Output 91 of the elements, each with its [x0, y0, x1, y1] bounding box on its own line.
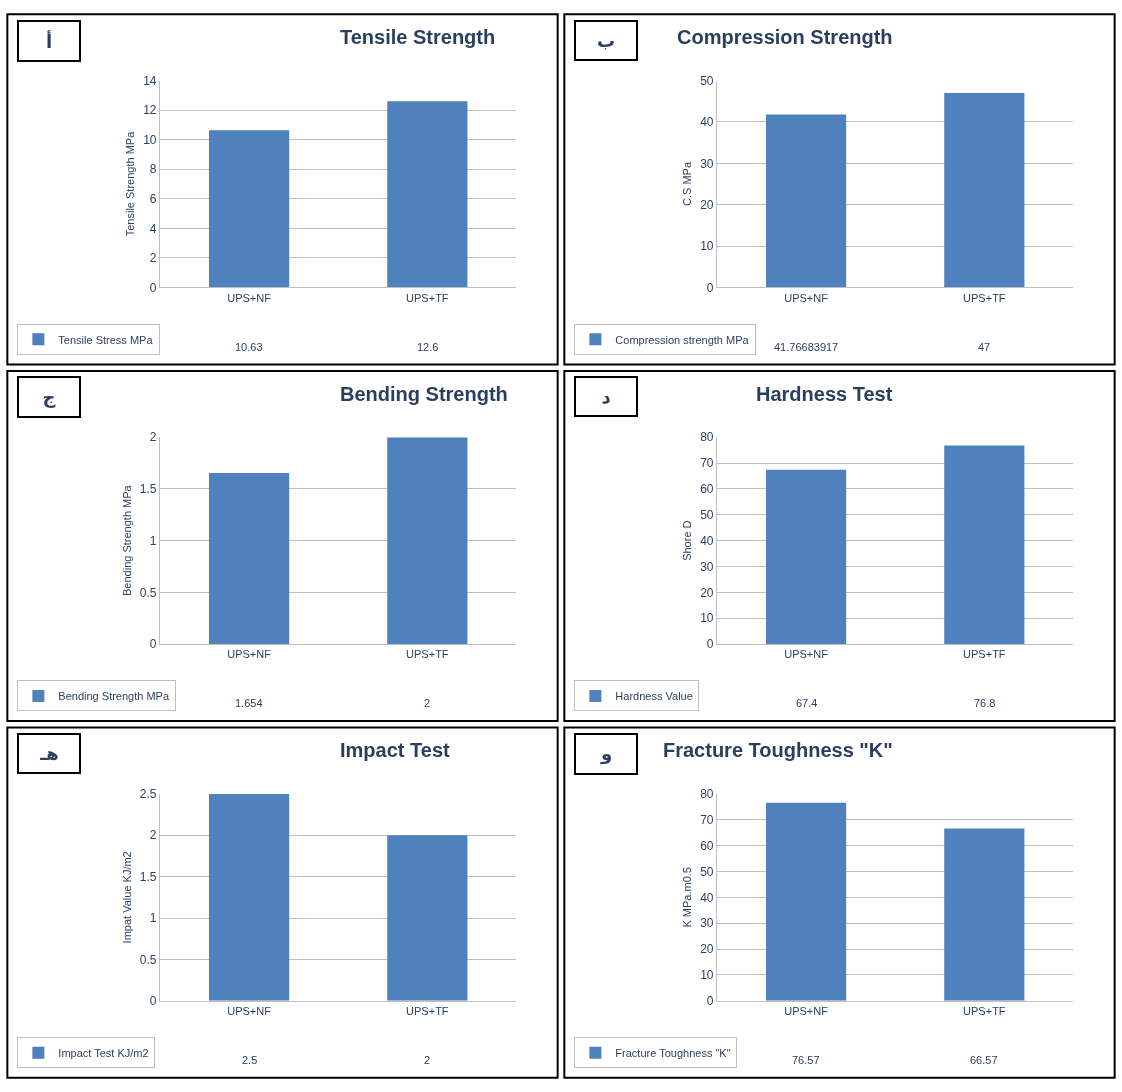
y-axis-title: C.S MPa	[680, 161, 693, 206]
y-tick-label: 0	[149, 280, 157, 295]
x-tick-label: UPS+TF	[963, 1004, 1006, 1017]
text: د	[601, 386, 611, 407]
y-tick-label: 80	[700, 430, 714, 445]
data-label: 76.57	[792, 1054, 820, 1066]
x-tick-label: UPS+TF	[963, 291, 1006, 304]
x-tick-label: UPS+TF	[406, 1004, 449, 1017]
y-tick-label: 1.5	[139, 482, 157, 497]
y-tick-label: 12	[143, 103, 157, 118]
data-label: 2	[424, 697, 431, 709]
y-tick-label: 0	[149, 637, 157, 652]
data-label: 10.63	[235, 341, 263, 353]
y-tick-label: 0	[706, 993, 714, 1008]
y-tick-label: 30	[700, 156, 714, 171]
y-tick-label: 1.5	[139, 869, 157, 884]
y-tick-label: 0.5	[139, 585, 157, 600]
data-label: 12.6	[417, 341, 439, 353]
y-tick-label: 10	[143, 132, 157, 147]
y-tick-label: 30	[700, 559, 714, 574]
data-label: 67.4	[796, 697, 818, 709]
y-tick-label: 8	[149, 162, 157, 177]
chart-title: Hardness Test	[756, 383, 893, 405]
y-axis-title: Bending Strength MPa	[120, 484, 133, 596]
data-label: 2.5	[242, 1054, 258, 1066]
y-tick-label: 0	[706, 280, 714, 295]
chart-title: Bending Strength	[340, 383, 508, 405]
text: ب	[596, 30, 616, 51]
y-tick-label: 2	[149, 251, 157, 266]
chart-title: Fracture Toughness "K"	[663, 739, 893, 761]
y-tick-label: 0	[149, 993, 157, 1008]
y-tick-label: 2	[149, 430, 157, 445]
data-label: 2	[424, 1054, 431, 1066]
y-tick-label: 70	[700, 456, 714, 471]
legend-label: Tensile Stress MPa	[58, 333, 154, 346]
legend-label: Hardness Value	[615, 690, 693, 703]
x-tick-label: UPS+NF	[227, 291, 272, 304]
x-tick-label: UPS+NF	[784, 291, 829, 304]
data-label: 66.57	[970, 1054, 998, 1066]
y-tick-label: 2.5	[139, 787, 157, 802]
y-tick-label: 6	[149, 191, 157, 206]
y-tick-label: 0.5	[139, 952, 157, 967]
x-tick-label: UPS+NF	[227, 1004, 272, 1017]
y-tick-label: 10	[700, 611, 714, 626]
y-axis-title: Tensile Strength MPa	[123, 130, 136, 237]
x-tick-label: UPS+TF	[406, 291, 449, 304]
y-tick-label: 50	[700, 864, 714, 879]
x-tick-label: UPS+TF	[963, 648, 1006, 661]
y-tick-label: 50	[700, 73, 714, 88]
y-tick-label: 1	[149, 911, 157, 926]
y-tick-label: 80	[700, 787, 714, 802]
y-tick-label: 14	[143, 73, 157, 88]
y-tick-label: 30	[700, 916, 714, 931]
y-axis-title: K MPa.m0.5	[680, 867, 693, 928]
text: ج	[42, 386, 56, 408]
x-tick-label: UPS+NF	[227, 648, 272, 661]
y-tick-label: 10	[700, 239, 714, 254]
legend-label: Compression strength MPa	[615, 333, 750, 346]
y-tick-label: 60	[700, 838, 714, 853]
y-axis-title: Impat Value KJ/m2	[120, 851, 133, 944]
x-tick-label: UPS+NF	[784, 648, 829, 661]
chart-title: Impact Test	[340, 739, 450, 761]
y-tick-label: 40	[700, 115, 714, 130]
y-tick-label: 2	[149, 828, 157, 843]
y-tick-label: 20	[700, 942, 714, 957]
y-tick-label: 20	[700, 585, 714, 600]
y-tick-label: 40	[700, 890, 714, 905]
legend-label: Impact Test KJ/m2	[58, 1046, 149, 1059]
data-label: 41.76683917	[774, 341, 839, 353]
y-tick-label: 20	[700, 197, 714, 212]
y-tick-label: 60	[700, 482, 714, 497]
y-axis-title: Shore D	[680, 520, 693, 561]
x-tick-label: UPS+TF	[406, 648, 449, 661]
y-tick-label: 70	[700, 812, 714, 827]
y-tick-label: 40	[700, 533, 714, 548]
data-label: 1.654	[235, 697, 263, 709]
data-label: 76.8	[974, 697, 996, 709]
y-tick-label: 50	[700, 508, 714, 522]
text: و	[599, 743, 613, 765]
y-tick-label: 10	[700, 968, 714, 983]
chart-title: Compression Strength	[677, 26, 893, 48]
y-tick-label: 1	[149, 533, 157, 548]
legend-label: Fracture Toughness "K"	[615, 1046, 731, 1059]
y-tick-label: 4	[149, 221, 157, 236]
chart-title: Tensile Strength	[340, 26, 496, 48]
x-tick-label: UPS+NF	[784, 1004, 829, 1017]
text: أ	[45, 30, 53, 52]
text: هـ	[39, 743, 59, 764]
data-label: 47	[978, 341, 991, 353]
legend-label: Bending Strength MPa	[58, 690, 170, 703]
y-tick-label: 0	[706, 637, 714, 652]
